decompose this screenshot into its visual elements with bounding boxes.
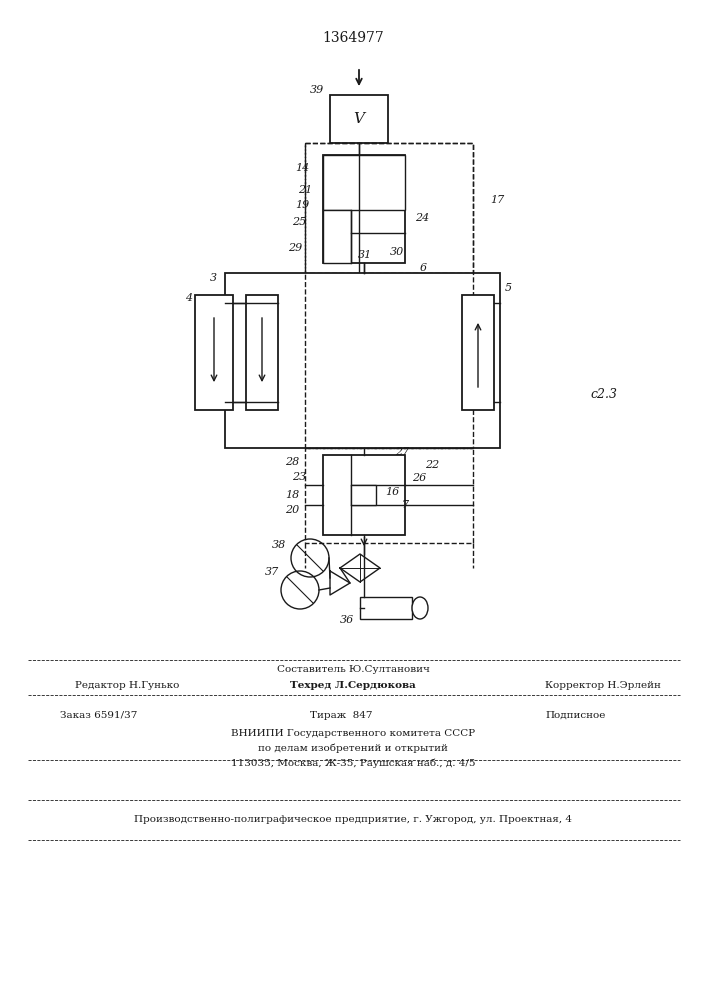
Ellipse shape [412, 597, 428, 619]
Text: 30: 30 [390, 247, 404, 257]
Text: 113035, Москва, Ж-35, Раушская наб., д. 4/5: 113035, Москва, Ж-35, Раушская наб., д. … [230, 758, 475, 768]
Bar [305, 448, 473, 543]
Text: 18: 18 [285, 490, 299, 500]
Text: Производственно-полиграфическое предприятие, г. Ужгород, ул. Проектная, 4: Производственно-полиграфическое предприя… [134, 816, 572, 824]
Text: 37: 37 [265, 567, 279, 577]
Text: 1364977: 1364977 [322, 31, 384, 45]
Bar [330, 95, 388, 143]
Text: V: V [354, 112, 365, 126]
Text: по делам изобретений и открытий: по делам изобретений и открытий [258, 743, 448, 753]
Text: 26: 26 [412, 473, 426, 483]
Text: 31: 31 [358, 250, 373, 260]
Text: 20: 20 [285, 505, 299, 515]
Text: 16: 16 [385, 487, 399, 497]
Text: 39: 39 [310, 85, 325, 95]
Bar [360, 597, 412, 619]
Text: Редактор Н.Гунько: Редактор Н.Гунько [75, 680, 180, 690]
Text: Корректор Н.Эрлейн: Корректор Н.Эрлейн [545, 680, 661, 690]
Text: Составитель Ю.Султанович: Составитель Ю.Султанович [276, 666, 429, 674]
Text: Тираж  847: Тираж 847 [310, 710, 373, 720]
Text: 17: 17 [490, 195, 504, 205]
Text: 7: 7 [402, 500, 409, 510]
Text: 23: 23 [292, 472, 306, 482]
Text: 27: 27 [395, 447, 409, 457]
Bar [351, 485, 376, 505]
Text: 38: 38 [272, 540, 286, 550]
Text: ВНИИПИ Государственного комитета СССР: ВНИИПИ Государственного комитета СССР [231, 728, 475, 738]
Text: 25: 25 [292, 217, 306, 227]
Bar [323, 155, 405, 210]
Text: 28: 28 [285, 457, 299, 467]
Text: 29: 29 [288, 243, 303, 253]
Bar [462, 295, 494, 410]
Bar [323, 455, 405, 535]
Bar [323, 210, 351, 263]
Text: 14: 14 [295, 163, 309, 173]
Bar [305, 143, 473, 448]
Text: 5: 5 [505, 283, 512, 293]
Text: 24: 24 [415, 213, 429, 223]
Text: 19: 19 [295, 200, 309, 210]
Text: с2.3: с2.3 [590, 388, 617, 401]
Bar [246, 295, 278, 410]
Bar [305, 143, 473, 273]
Bar [225, 273, 500, 448]
Bar [323, 155, 405, 263]
Text: 22: 22 [425, 460, 439, 470]
Text: 36: 36 [340, 615, 354, 625]
Bar [195, 295, 233, 410]
Text: Техред Л.Сердюкова: Техред Л.Сердюкова [290, 680, 416, 690]
Text: 21: 21 [298, 185, 312, 195]
Text: 3: 3 [210, 273, 217, 283]
Text: Заказ 6591/37: Заказ 6591/37 [60, 710, 137, 720]
Text: Подписное: Подписное [545, 710, 605, 720]
Text: 6: 6 [420, 263, 427, 273]
Text: 4: 4 [185, 293, 192, 303]
